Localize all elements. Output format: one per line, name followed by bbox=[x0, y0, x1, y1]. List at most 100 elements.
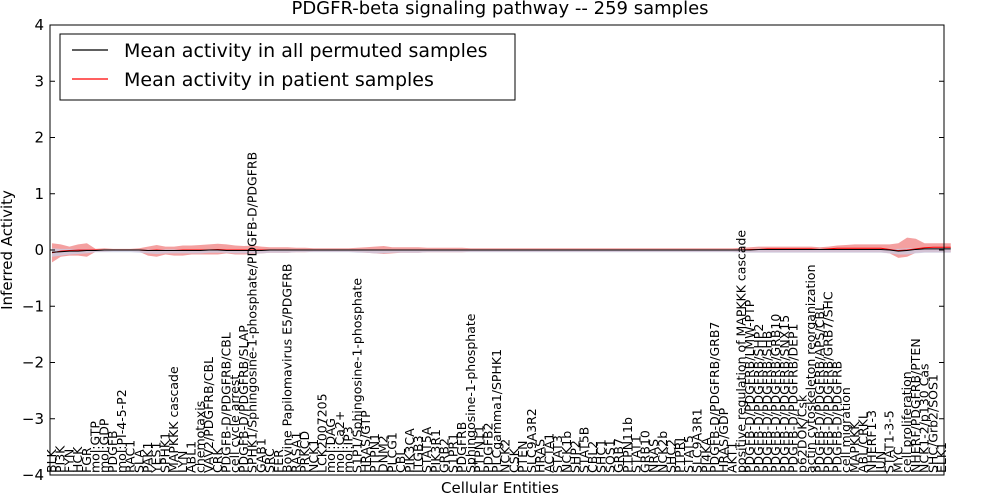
entity-labels: BLKPI3KFYNHCKFGRmol:GTPmol:GDPPDGFBmol:P… bbox=[44, 152, 949, 474]
x-tick-label: RAC1 bbox=[123, 440, 138, 473]
x-tick-label: mol:GTP bbox=[88, 421, 103, 473]
x-tick-label: SRC bbox=[262, 448, 277, 473]
x-tick-label: CSK bbox=[506, 447, 521, 473]
x-tick-label: PDGFB-D/PDGFRB/GRB7 bbox=[707, 322, 722, 473]
x-tick-label: Bovine Papilomavirus E5/PDGFRB bbox=[280, 264, 295, 473]
x-tick-label: cell cycle arrest bbox=[227, 375, 242, 473]
x-tick-label: PIK3CA bbox=[402, 428, 417, 473]
x-tick-label: SPHK1 bbox=[157, 432, 172, 473]
legend: Mean activity in all permuted samples Me… bbox=[59, 33, 516, 101]
x-tick-label: GRB2 bbox=[437, 438, 452, 473]
x-tick-label: PTPN1 bbox=[367, 433, 382, 473]
x-tick-label: chemotaxis bbox=[192, 401, 207, 473]
x-tick-label: SLC9A3R1 bbox=[690, 408, 705, 473]
x-tick-label: SLC9A3R2 bbox=[524, 408, 539, 473]
x-tick-label: PDGFB-D/PDGFRB/SLAP bbox=[236, 325, 251, 473]
x-tick-label: PLCgamma1/SPHK1 bbox=[489, 349, 504, 473]
x-tick-label: AKT1 bbox=[725, 442, 740, 473]
x-tick-label: CRK bbox=[210, 447, 225, 473]
x-tick-label: STAT1-3-5 bbox=[882, 410, 897, 473]
y-tick-label: 0 bbox=[34, 241, 44, 259]
y-tick-label: −3 bbox=[22, 410, 44, 428]
x-tick-label: JUN bbox=[873, 451, 888, 474]
x-tick-label: STAT5A bbox=[419, 426, 434, 473]
x-tick-label: mol:PI-4-5-P2 bbox=[114, 389, 129, 473]
x-tick-label: GRB7 bbox=[611, 438, 626, 473]
x-tick-label: MYC bbox=[890, 446, 905, 473]
x-tick-label: GAB1 bbox=[253, 438, 268, 473]
y-axis: 4 3 2 1 0 −1 −2 −3 −4 bbox=[22, 16, 944, 484]
x-tick-label: YES1 bbox=[149, 442, 164, 474]
y-tick-label: 2 bbox=[34, 129, 44, 147]
x-tick-label: PDGFB-D/PDGFRB bbox=[829, 361, 844, 473]
x-tick-label: PDGFB-D/PDGFRB/SNX15 bbox=[777, 315, 792, 473]
x-tick-label: PLCG1 bbox=[384, 432, 399, 473]
x-tick-label: actin cytoskeleton reorganization bbox=[803, 264, 818, 473]
x-tick-label: STAT5 bbox=[681, 435, 696, 473]
y-tick-label: −2 bbox=[22, 354, 44, 372]
x-tick-label: FGR bbox=[79, 447, 94, 473]
x-tick-label: PDGFB-D/PDGFRB/SHB bbox=[759, 331, 774, 473]
x-tick-label: PDGFB-D/PDGFRB/DEP1 bbox=[786, 324, 801, 474]
x-tick-label: mol:DAG bbox=[323, 418, 338, 473]
x-tick-label: SHC2 bbox=[664, 439, 679, 473]
x-tick-label: PDGFB-D/PDGFRB/GRB10 bbox=[768, 314, 783, 473]
x-tick-label: ABL/CRKL bbox=[855, 412, 870, 473]
x-tick-label: PDGFB-D/PDGFRB/SHP2 bbox=[751, 324, 766, 473]
x-tick-label: p62DOK/Csk bbox=[794, 394, 809, 473]
x-tick-label: LYN bbox=[175, 451, 190, 473]
x-tick-label: PDGFB-D/PDGFRB/GRB7/SHC bbox=[821, 291, 836, 473]
x-tick-label: ELK1 bbox=[934, 442, 949, 473]
y-tick-label: 4 bbox=[34, 16, 44, 34]
x-tick-label: Sphingosine-1-phosphate bbox=[463, 313, 478, 473]
x-tick-label: NRAS bbox=[646, 439, 661, 473]
x-axis-label: Cellular Entities bbox=[441, 479, 559, 497]
x-tick-label: FYN bbox=[61, 449, 76, 473]
x-tick-label: mol:Ca2+ bbox=[332, 411, 347, 473]
x-tick-label: FER bbox=[271, 449, 286, 473]
x-tick-label: NHERF1-3 bbox=[864, 410, 879, 473]
legend-label-patient: Mean activity in patient samples bbox=[124, 69, 434, 91]
x-tick-label: PI3K bbox=[53, 445, 68, 473]
x-tick-label: S1P1/Sphingosine-1-phosphate bbox=[349, 278, 364, 473]
x-tick-label: PAK1 bbox=[140, 442, 155, 473]
x-tick-label: SHC/Grb2/SOS1 bbox=[925, 374, 940, 473]
x-tick-label: SHC1 bbox=[594, 439, 609, 473]
x-tick-label: cell migration bbox=[838, 387, 853, 473]
x-tick-label: cell proliferation bbox=[899, 371, 914, 473]
x-tick-label: RASA1 bbox=[288, 432, 303, 473]
x-tick-label: NCK1b bbox=[559, 431, 574, 473]
x-tick-label: PTEN bbox=[515, 441, 530, 473]
x-tick-label: BLK bbox=[44, 448, 59, 473]
x-tick-label: SPHK1/Sphingosine-1-phosphate/PDGFB-D/PD… bbox=[245, 152, 260, 473]
x-tick-label: positive regulation of MAPKKK cascade bbox=[733, 230, 748, 473]
x-tick-label: CBL bbox=[393, 449, 408, 473]
x-tick-label: S1PR1 bbox=[445, 433, 460, 473]
x-tick-label: PDGFB2 bbox=[480, 422, 495, 473]
x-tick-label: SHP2 bbox=[568, 440, 583, 473]
x-tick-label: PI4KA bbox=[698, 437, 713, 473]
x-tick-label: PDGFB-D/PDGFRB/LMW-PTP bbox=[742, 299, 757, 473]
y-tick-label: 3 bbox=[34, 72, 44, 90]
x-tick-label: PDGFB-D/PDGFRB/APS/CBL bbox=[812, 304, 827, 473]
series-line-permuted bbox=[51, 248, 951, 253]
x-tick-label: DNM2 bbox=[376, 435, 391, 473]
x-tick-label: ABL1 bbox=[184, 441, 199, 473]
x-tick-label: ACTA1 bbox=[541, 433, 556, 473]
x-tick-label: SLA bbox=[131, 449, 146, 473]
x-tick-label: STAT3 bbox=[550, 435, 565, 473]
x-tick-label: NCK2 bbox=[498, 439, 513, 473]
x-tick-label: LCK2007205 bbox=[314, 393, 329, 473]
x-tick-label: PTPN11 bbox=[472, 425, 487, 473]
x-tick-label: VAV2/PDGFRB/CBL bbox=[201, 357, 216, 473]
y-axis-label: Inferred Activity bbox=[0, 190, 16, 310]
x-tick-label: ITGB3 bbox=[410, 435, 425, 473]
legend-box bbox=[59, 33, 516, 101]
line-layer bbox=[51, 246, 951, 254]
x-tick-label: SOS1 bbox=[602, 439, 617, 473]
y-tick-label: −4 bbox=[22, 466, 44, 484]
x-tick-label: PTPN11b bbox=[620, 417, 635, 473]
x-tick-label: MAPKKK cascade bbox=[166, 366, 181, 473]
y-tick-label: −1 bbox=[22, 297, 44, 315]
x-tick-label: CBL2 bbox=[585, 441, 600, 473]
